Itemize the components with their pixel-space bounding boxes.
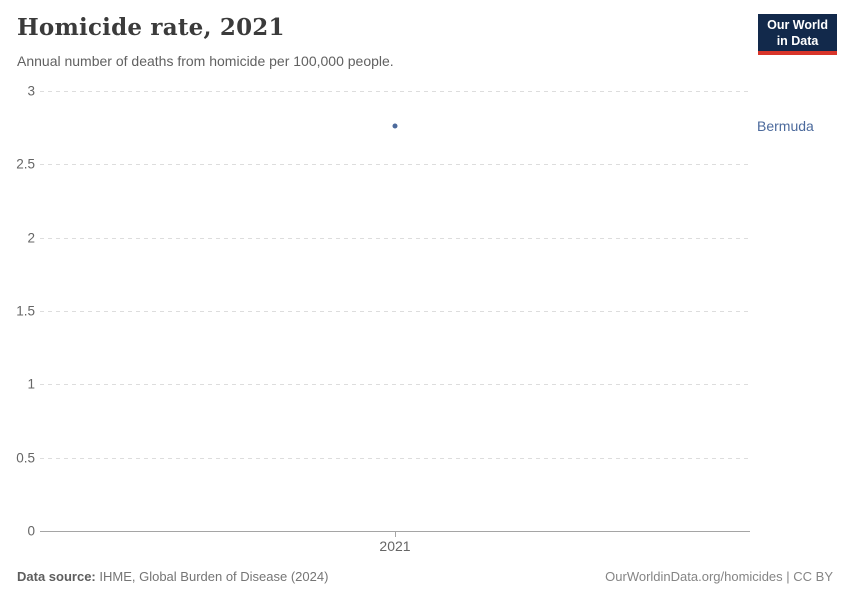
chart-subtitle: Annual number of deaths from homicide pe…: [17, 53, 394, 69]
data-source-value: IHME, Global Burden of Disease (2024): [99, 569, 329, 584]
data-source: Data source: IHME, Global Burden of Dise…: [17, 569, 328, 584]
y-tick-label: 1.5: [16, 303, 35, 319]
owid-logo-line1: Our World: [767, 18, 828, 32]
gridline: [40, 164, 750, 166]
y-tick-label: 2: [27, 230, 35, 246]
y-tick-label: 3: [27, 83, 35, 99]
page-title: Homicide rate, 2021: [17, 14, 285, 41]
x-tick-label: 2021: [379, 538, 411, 554]
data-point-bermuda[interactable]: [392, 123, 398, 129]
owid-logo[interactable]: Our World in Data: [758, 14, 837, 56]
gridline: [40, 91, 750, 92]
gridline: [40, 457, 750, 459]
x-tick-mark: [395, 531, 396, 537]
gridline: [40, 311, 750, 312]
credit-link[interactable]: OurWorldinData.org/homicides | CC BY: [605, 569, 833, 584]
gridline: [40, 237, 750, 239]
y-tick-label: 1: [27, 376, 35, 392]
gridline: [40, 384, 750, 386]
y-tick-label: 0: [27, 523, 35, 539]
y-tick-label: 2.5: [16, 156, 35, 172]
entity-label-bermuda[interactable]: Bermuda: [757, 118, 814, 135]
owid-logo-line2: in Data: [776, 33, 819, 48]
data-source-label: Data source:: [17, 569, 96, 584]
y-tick-label: 0.5: [16, 450, 35, 466]
